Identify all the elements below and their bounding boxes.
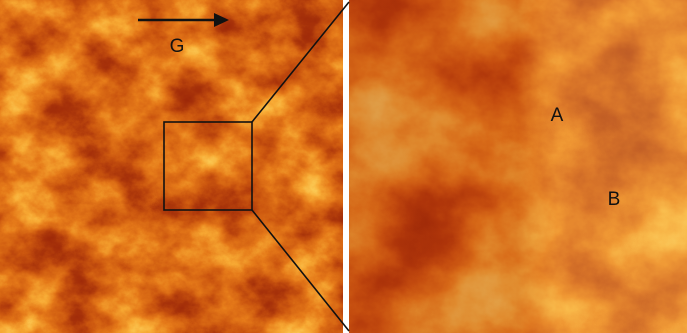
label: B (608, 189, 621, 210)
right-panel-shade (349, 0, 687, 333)
label: G (170, 36, 185, 57)
page: {"labels": {"gravity": "G", "a": "A", "b… (0, 0, 687, 333)
figure: G A B (0, 0, 687, 333)
label: A (551, 105, 564, 126)
